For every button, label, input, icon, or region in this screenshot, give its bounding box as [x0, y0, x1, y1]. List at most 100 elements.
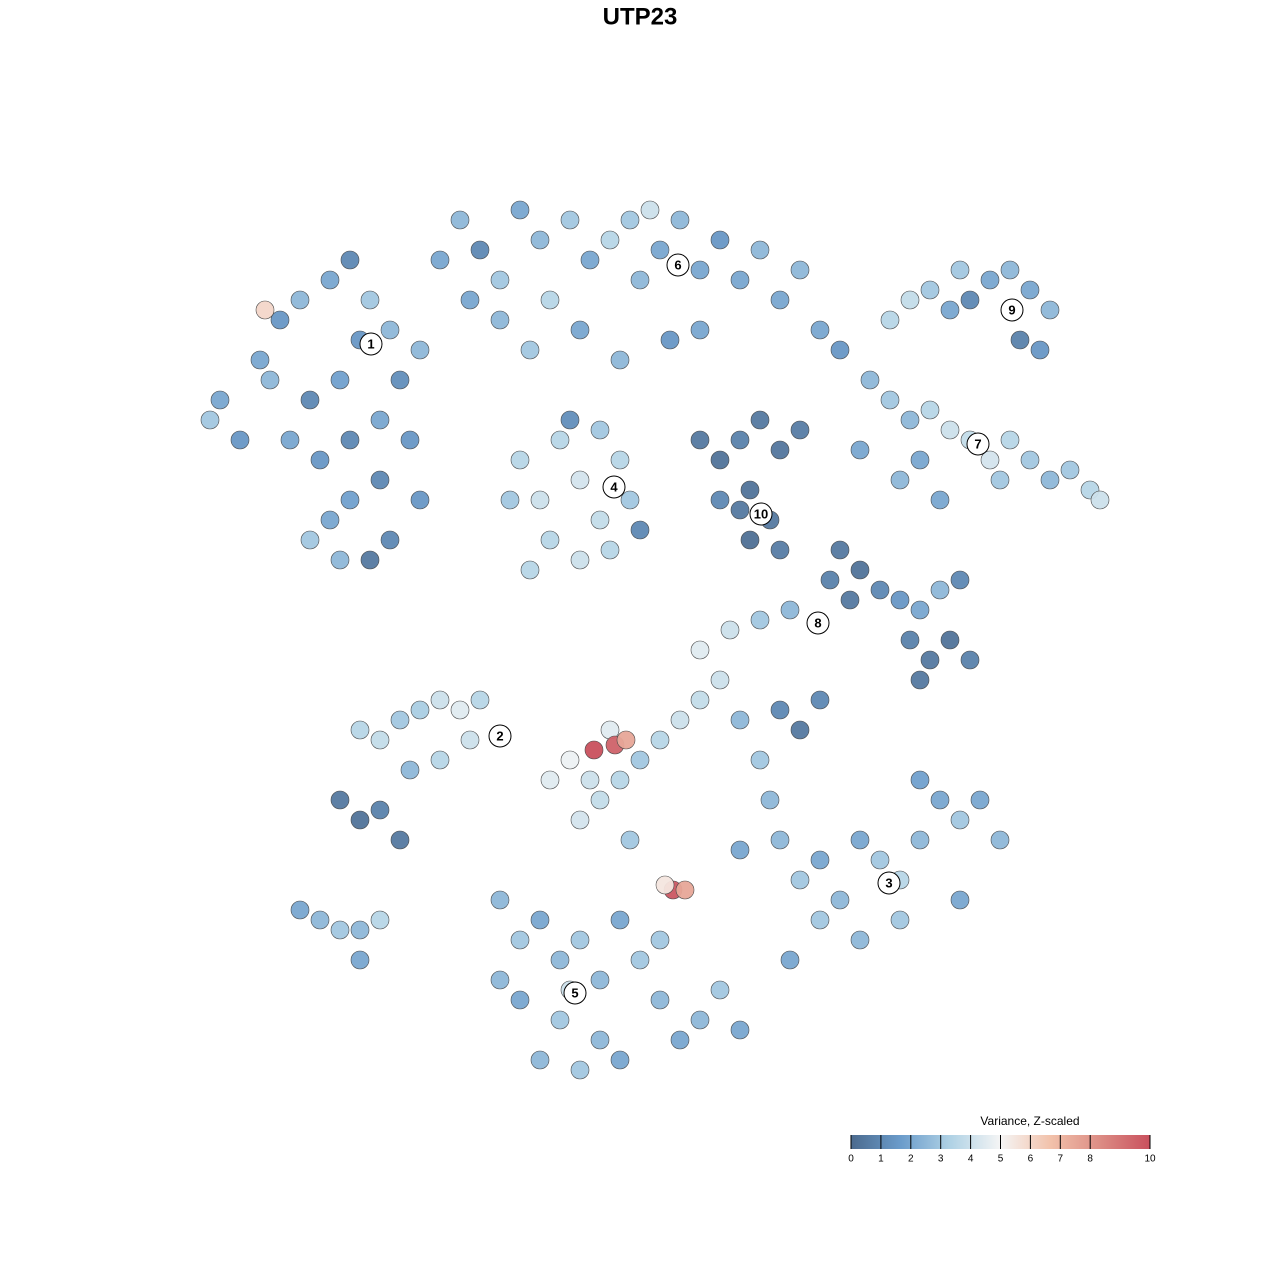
- point: [320, 270, 340, 290]
- point: [330, 920, 350, 940]
- point: [530, 1050, 550, 1070]
- point: [520, 560, 540, 580]
- point: [710, 450, 730, 470]
- point: [490, 270, 510, 290]
- point: [810, 850, 830, 870]
- point: [660, 330, 680, 350]
- point: [200, 410, 220, 430]
- point: [460, 290, 480, 310]
- point: [710, 230, 730, 250]
- point: [350, 810, 370, 830]
- point: [850, 830, 870, 850]
- point: [670, 710, 690, 730]
- point: [470, 690, 490, 710]
- point: [620, 830, 640, 850]
- point: [620, 210, 640, 230]
- point: [650, 990, 670, 1010]
- point: [930, 790, 950, 810]
- point: [430, 690, 450, 710]
- point: [340, 490, 360, 510]
- point: [560, 210, 580, 230]
- point: [690, 690, 710, 710]
- cluster-labels: 1 6 9 4 10 7 8 2 3 5: [359, 253, 1024, 1005]
- point: [300, 390, 320, 410]
- point: [360, 550, 380, 570]
- cluster-label-badge: [359, 332, 383, 356]
- point: [300, 530, 320, 550]
- point: [650, 730, 670, 750]
- point: [830, 540, 850, 560]
- point: [870, 580, 890, 600]
- point: [590, 790, 610, 810]
- colorbar: Variance, Z-scaled 0 1 2 3 4 5 6 7 8 10: [848, 1114, 1156, 1164]
- point: [270, 310, 290, 330]
- point: [980, 270, 1000, 290]
- cluster-label: 10: [754, 506, 768, 521]
- colorbar-tick-label: 5: [998, 1154, 1004, 1165]
- point: [1040, 300, 1060, 320]
- point: [610, 770, 630, 790]
- point: [760, 790, 780, 810]
- point: [740, 530, 760, 550]
- point: [390, 370, 410, 390]
- chart-title: UTP23: [603, 3, 678, 30]
- point: [560, 750, 580, 770]
- colorbar-title: Variance, Z-scaled: [980, 1114, 1079, 1128]
- point: [810, 690, 830, 710]
- point: [830, 890, 850, 910]
- point: [580, 250, 600, 270]
- point: [900, 410, 920, 430]
- point: [970, 790, 990, 810]
- point: [690, 320, 710, 340]
- point: [930, 490, 950, 510]
- cluster-label-badge: [563, 981, 587, 1005]
- colorbar-tick-label: 1: [878, 1154, 884, 1165]
- point: [520, 340, 540, 360]
- point: [616, 730, 636, 750]
- point: [600, 230, 620, 250]
- point: [650, 930, 670, 950]
- point: [820, 570, 840, 590]
- point: [610, 350, 630, 370]
- point: [590, 510, 610, 530]
- cluster-label-badge: [806, 611, 830, 635]
- point: [330, 370, 350, 390]
- point: [730, 710, 750, 730]
- point: [410, 340, 430, 360]
- point: [990, 830, 1010, 850]
- point: [790, 420, 810, 440]
- point: [540, 530, 560, 550]
- colorbar-tick-label: 4: [968, 1154, 974, 1165]
- point: [710, 980, 730, 1000]
- cluster-label-badge: [1000, 298, 1024, 322]
- point: [370, 730, 390, 750]
- point: [630, 520, 650, 540]
- point: [1040, 470, 1060, 490]
- point: [890, 470, 910, 490]
- point: [610, 1050, 630, 1070]
- point: [770, 540, 790, 560]
- point: [770, 700, 790, 720]
- point: [690, 1010, 710, 1030]
- cluster-label-badge: [877, 871, 901, 895]
- point: [460, 730, 480, 750]
- point: [350, 920, 370, 940]
- colorbar-tick-label: 6: [1028, 1154, 1034, 1165]
- point: [630, 950, 650, 970]
- point: [290, 290, 310, 310]
- point: [600, 540, 620, 560]
- point: [780, 950, 800, 970]
- point: [620, 490, 640, 510]
- cluster-label-badge: [749, 502, 773, 526]
- point: [370, 410, 390, 430]
- point: [390, 710, 410, 730]
- point: [930, 580, 950, 600]
- point: [510, 450, 530, 470]
- cluster-label-badge: [488, 724, 512, 748]
- cluster-label: 5: [571, 985, 578, 1000]
- point: [900, 630, 920, 650]
- point: [960, 290, 980, 310]
- point: [675, 880, 695, 900]
- point: [580, 770, 600, 790]
- point: [990, 470, 1010, 490]
